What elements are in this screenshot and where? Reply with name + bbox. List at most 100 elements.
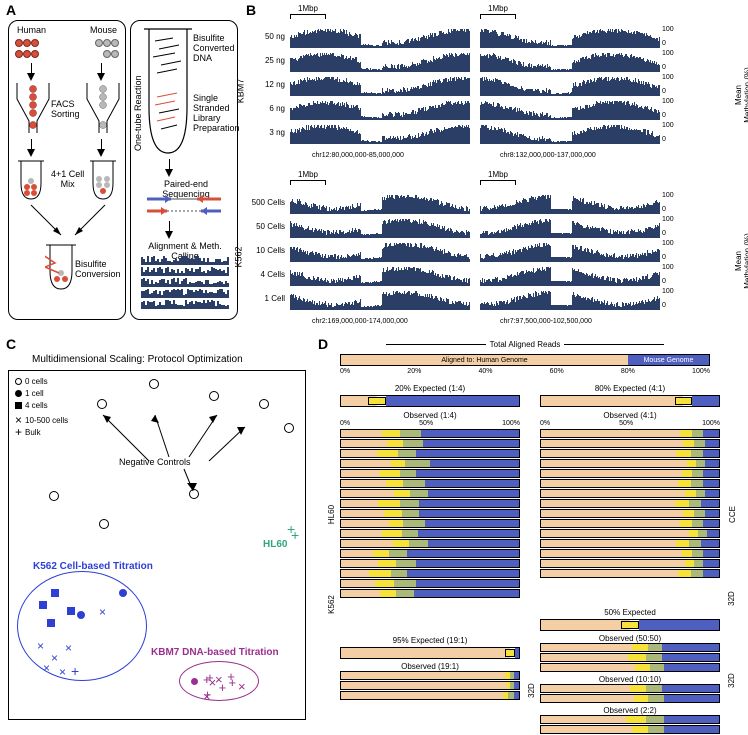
neg-ctrl-point — [209, 391, 219, 401]
observed-bar — [540, 539, 720, 548]
observed-bar — [340, 589, 520, 598]
track-row-label: 50 ng — [248, 32, 288, 41]
exp50-block: 50% Expected Observed (50:50) Observed (… — [540, 608, 720, 735]
observed-bar — [540, 459, 720, 468]
observed-bar — [340, 489, 520, 498]
observed-bar — [540, 559, 720, 568]
track-row-label: 50 Cells — [248, 222, 288, 231]
hl60-label: HL60 — [263, 539, 287, 550]
track-row: 1 Cell1000 — [248, 290, 728, 312]
exp50-label: 50% Expected — [540, 608, 720, 617]
neg-ctrl-point — [259, 399, 269, 409]
observed-bar — [540, 429, 720, 438]
observed-bar — [340, 569, 520, 578]
ytick: 100 — [662, 264, 674, 271]
track-row-label: 10 Cells — [248, 246, 288, 255]
facs-funnel-right — [85, 81, 121, 136]
neg-arrows — [89, 409, 249, 499]
legend-1: 1 cell — [15, 389, 44, 398]
meth-label-1: Mean Methylation (%) — [734, 48, 748, 142]
obs14-label: Observed (1:4) — [340, 411, 520, 420]
neg-ctrl-point — [49, 491, 59, 501]
k562-x2: chr7:97,500,000-102,500,000 — [500, 318, 592, 325]
k562-label: K562 Cell-based Titration — [33, 561, 153, 572]
human-cells — [15, 39, 55, 61]
track-row-label: 6 ng — [248, 104, 288, 113]
ytick: 0 — [662, 302, 666, 309]
observed-bar — [340, 429, 520, 438]
ytick: 100 — [662, 122, 674, 129]
observed-bar — [340, 539, 520, 548]
observed-bar — [540, 663, 720, 672]
methylation-track — [480, 102, 660, 120]
neg-ctrl-point — [97, 399, 107, 409]
observed-bar — [540, 529, 720, 538]
observed-bar — [540, 725, 720, 734]
hl60-side: HL60 — [327, 505, 336, 524]
neg-ctrl-point — [284, 423, 294, 433]
methylation-track — [290, 196, 470, 214]
ytick: 100 — [662, 192, 674, 199]
k562-point — [119, 589, 127, 600]
methylation-track — [480, 126, 660, 144]
observed-bar — [340, 439, 520, 448]
cce-side: CCE — [728, 506, 737, 523]
total-label: Total Aligned Reads — [320, 340, 730, 349]
track-row-label: 25 ng — [248, 56, 288, 65]
bisulfite-label: Bisulfite Conversion — [75, 259, 121, 279]
ytick: 0 — [662, 230, 666, 237]
kbm7-x2: chr8:132,000,000-137,000,000 — [500, 152, 596, 159]
mouse-label: Mouse — [90, 25, 117, 35]
k562-point: × — [37, 639, 44, 653]
observed-bar — [340, 479, 520, 488]
exp95-label: 95% Expected (19:1) — [340, 636, 520, 645]
panel-d: Total Aligned Reads Aligned to: Human Ge… — [320, 340, 740, 725]
ytick: 100 — [662, 216, 674, 223]
observed-bar — [540, 653, 720, 662]
observed-bar — [540, 479, 720, 488]
scalebar-3: 1Mbp — [290, 180, 326, 185]
k562-point: × — [59, 665, 66, 679]
methylation-track — [480, 244, 660, 262]
d32-side-1: 32D — [727, 591, 736, 606]
obs1010-label: Observed (10:10) — [540, 675, 720, 684]
observed-bar — [540, 469, 720, 478]
k562-point: × — [99, 605, 106, 619]
methylation-track — [480, 30, 660, 48]
k562-point: + — [71, 663, 79, 679]
ytick: 100 — [662, 50, 674, 57]
tube-right — [89, 159, 117, 201]
facs-label: FACS Sorting — [51, 99, 80, 119]
onetube-label: One-tube Reaction — [133, 75, 143, 151]
track-row: 6 ng1000 — [248, 100, 728, 122]
ytick: 100 — [662, 240, 674, 247]
converge-arrows — [19, 203, 119, 243]
track-row: 500 Cells1000 — [248, 194, 728, 216]
observed-bar — [540, 519, 720, 528]
k562-x1: chr2:169,000,000-174,000,000 — [312, 318, 408, 325]
panel-a: Human Mouse F — [8, 6, 238, 326]
bisulfite-tube — [45, 243, 77, 291]
observed-bar — [340, 459, 520, 468]
observed-bar — [340, 519, 520, 528]
sslib-label: Single Stranded Library Preparation — [193, 93, 240, 133]
track-row: 3 ng1000 — [248, 124, 728, 146]
methylation-track — [290, 78, 470, 96]
k562-point — [39, 601, 47, 612]
methylation-track — [480, 220, 660, 238]
legend-4: 4 cells — [15, 401, 48, 410]
ytick: 0 — [662, 254, 666, 261]
kbm7-x1: chr12:80,000,000-85,000,000 — [312, 152, 404, 159]
track-row-label: 500 Cells — [248, 198, 288, 207]
d32-side-3: 32D — [527, 683, 536, 698]
observed-bar — [340, 509, 520, 518]
exp20-block: 20% Expected (1:4) Observed (1:4) 0%50%1… — [340, 384, 520, 599]
pct-axis-top: 0%20%40%60%80%100% — [340, 368, 710, 375]
kbm7-side: KBM7 — [235, 79, 245, 104]
observed-bar — [540, 449, 720, 458]
observed-bar — [340, 671, 520, 680]
track-row: 10 Cells 100 0 — [248, 242, 728, 264]
reaction-tube — [143, 27, 193, 157]
kbm7-point: + — [229, 675, 237, 690]
align-tracks-icon — [141, 255, 229, 310]
